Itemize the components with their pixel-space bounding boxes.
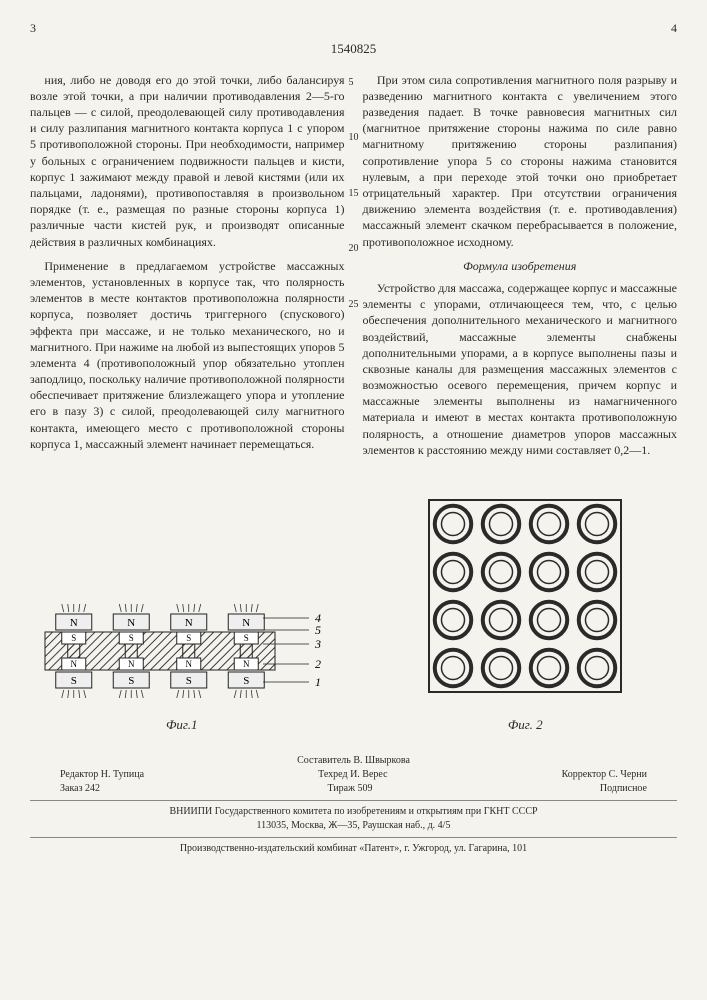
svg-text:N: N xyxy=(185,659,192,669)
footer-subscription: Подписное xyxy=(600,782,647,796)
footer-compiler: Составитель В. Швыркова xyxy=(30,754,677,768)
page-right: 4 xyxy=(671,20,677,36)
svg-text:N: N xyxy=(127,617,135,629)
svg-text:S: S xyxy=(71,633,76,643)
svg-text:1: 1 xyxy=(315,675,321,689)
figure-1-diagram: NSNSNSNSNSNSNSNS45321 xyxy=(37,596,327,706)
svg-text:S: S xyxy=(186,633,191,643)
svg-text:N: N xyxy=(185,617,193,629)
line-marker: 20 xyxy=(349,242,359,256)
svg-text:S: S xyxy=(128,675,134,687)
svg-text:3: 3 xyxy=(314,637,321,651)
claim-text: Устройство для массажа, содержащее корпу… xyxy=(363,280,678,458)
footer-org: ВНИИПИ Государственного комитета по изоб… xyxy=(30,805,677,819)
svg-text:2: 2 xyxy=(315,657,321,671)
footer-tirage: Тираж 509 xyxy=(327,782,372,796)
figure-2: Фиг. 2 xyxy=(374,486,678,734)
line-number-markers: 5 10 15 20 25 xyxy=(349,76,359,312)
left-column: ния, либо не доводя его до этой точки, л… xyxy=(30,72,345,466)
document-number: 1540825 xyxy=(30,40,677,58)
body-text: ния, либо не доводя его до этой точки, л… xyxy=(30,72,345,250)
footer-editor: Редактор Н. Тупица xyxy=(60,768,144,782)
svg-text:S: S xyxy=(185,675,191,687)
svg-text:S: S xyxy=(243,633,248,643)
svg-text:N: N xyxy=(128,659,135,669)
footer-tech: Техред И. Верес xyxy=(318,768,387,782)
footer-corrector: Корректор С. Черни xyxy=(562,768,647,782)
figure-1-label: Фиг.1 xyxy=(30,716,334,734)
svg-text:N: N xyxy=(70,659,77,669)
right-column: При этом сила сопротивления магнитного п… xyxy=(363,72,678,466)
line-marker: 25 xyxy=(349,298,359,312)
page-numbers: 3 4 xyxy=(30,20,677,36)
line-marker: 5 xyxy=(349,76,359,90)
body-text: При этом сила сопротивления магнитного п… xyxy=(363,72,678,250)
claim-heading: Формула изобретения xyxy=(363,258,678,274)
body-text: Применение в предлагаемом устройстве мас… xyxy=(30,258,345,452)
footer-order: Заказ 242 xyxy=(60,782,100,796)
line-marker: 15 xyxy=(349,187,359,201)
svg-text:N: N xyxy=(243,659,250,669)
svg-text:S: S xyxy=(70,675,76,687)
svg-text:S: S xyxy=(243,675,249,687)
svg-text:S: S xyxy=(128,633,133,643)
footer-address: 113035, Москва, Ж—35, Раушская наб., д. … xyxy=(30,819,677,833)
svg-text:5: 5 xyxy=(315,623,321,637)
figure-2-diagram xyxy=(415,486,635,706)
footer: Составитель В. Швыркова Редактор Н. Тупи… xyxy=(30,754,677,856)
figure-2-label: Фиг. 2 xyxy=(374,716,678,734)
svg-text:N: N xyxy=(70,617,78,629)
svg-text:N: N xyxy=(242,617,250,629)
line-marker: 10 xyxy=(349,131,359,145)
figure-1: NSNSNSNSNSNSNSNS45321 Фиг.1 xyxy=(30,596,334,734)
page-left: 3 xyxy=(30,20,36,36)
footer-printer: Производственно-издательский комбинат «П… xyxy=(30,842,677,856)
